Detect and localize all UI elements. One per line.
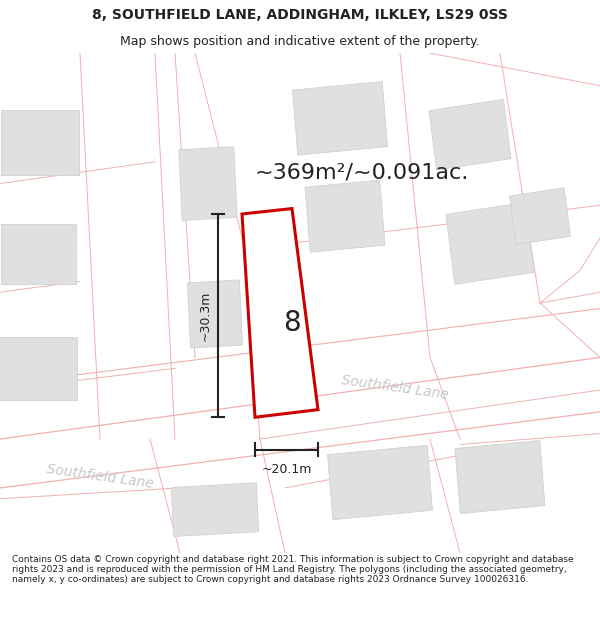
Polygon shape bbox=[293, 82, 388, 155]
Polygon shape bbox=[1, 224, 76, 284]
Text: ~369m²/~0.091ac.: ~369m²/~0.091ac. bbox=[255, 162, 469, 182]
Polygon shape bbox=[509, 188, 571, 244]
Text: Contains OS data © Crown copyright and database right 2021. This information is : Contains OS data © Crown copyright and d… bbox=[12, 554, 574, 584]
Polygon shape bbox=[172, 482, 259, 536]
Text: ~20.1m: ~20.1m bbox=[262, 463, 311, 476]
Polygon shape bbox=[242, 209, 318, 418]
Text: 8, SOUTHFIELD LANE, ADDINGHAM, ILKLEY, LS29 0SS: 8, SOUTHFIELD LANE, ADDINGHAM, ILKLEY, L… bbox=[92, 8, 508, 22]
Polygon shape bbox=[305, 180, 385, 253]
Polygon shape bbox=[187, 280, 242, 348]
Polygon shape bbox=[429, 99, 511, 170]
Polygon shape bbox=[0, 337, 77, 400]
Polygon shape bbox=[1, 109, 79, 175]
Text: Southfield Lane: Southfield Lane bbox=[341, 374, 449, 402]
Polygon shape bbox=[179, 147, 237, 221]
Text: Southfield Lane: Southfield Lane bbox=[46, 462, 154, 491]
Text: ~30.3m: ~30.3m bbox=[199, 291, 212, 341]
Text: 8: 8 bbox=[283, 309, 301, 338]
Polygon shape bbox=[328, 445, 433, 520]
Text: Map shows position and indicative extent of the property.: Map shows position and indicative extent… bbox=[120, 35, 480, 48]
Polygon shape bbox=[455, 441, 545, 514]
Polygon shape bbox=[446, 202, 534, 284]
